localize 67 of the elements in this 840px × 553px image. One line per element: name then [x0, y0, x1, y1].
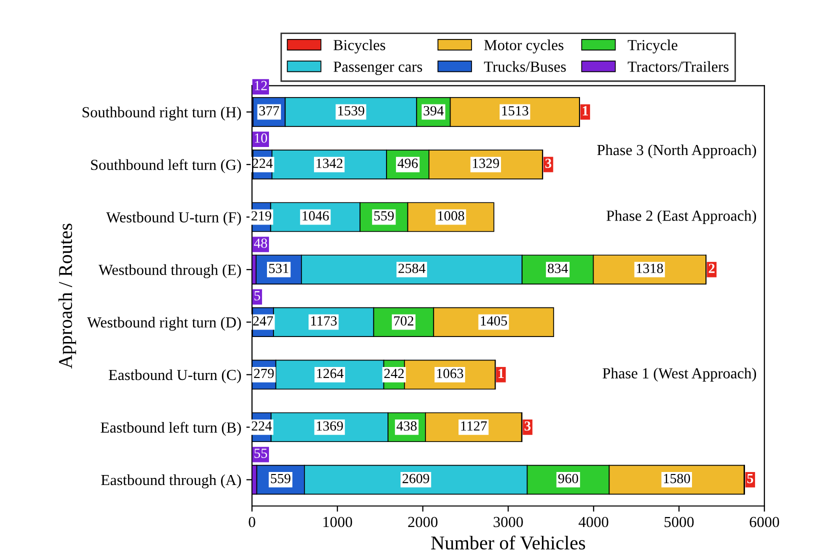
data-label: 1264 — [317, 368, 344, 378]
legend-label: Passenger cars — [334, 62, 422, 76]
data-label: 1063 — [437, 368, 464, 378]
data-label: 1539 — [338, 106, 364, 116]
data-label: 834 — [548, 264, 568, 274]
data-label: 1008 — [438, 211, 464, 221]
legend-label: Tricycle — [628, 39, 678, 54]
data-label: 960 — [558, 474, 578, 484]
legend-label: Tractors/Trailers — [628, 61, 729, 72]
data-label: 531 — [269, 264, 288, 274]
data-label: 559 — [270, 474, 290, 484]
y-tick-label: Eastbound left turn (B) — [100, 422, 241, 436]
legend-label: Motor cycles — [484, 39, 564, 54]
data-label: 2609 — [402, 474, 430, 484]
annotation: Phase 2 (East Approach) — [606, 210, 756, 224]
x-tick-label: 0 — [248, 516, 256, 528]
data-label: 1127 — [461, 421, 487, 431]
data-label: 224 — [252, 158, 273, 168]
data-label: 1329 — [473, 158, 500, 168]
data-label: 1318 — [636, 264, 663, 274]
data-label: 377 — [259, 106, 280, 116]
data-label: 1 — [582, 106, 588, 116]
y-tick-label: Westbound U-turn (F) — [106, 212, 241, 226]
data-label: 1580 — [664, 474, 690, 484]
y-tick-label: Westbound right turn (D) — [87, 316, 241, 331]
x-tick-label: 1000 — [323, 516, 352, 528]
data-label: 247 — [253, 316, 273, 326]
data-label: 2584 — [398, 264, 426, 274]
data-label: 1 — [498, 368, 504, 378]
annotation: Phase 1 (West Approach) — [602, 368, 756, 382]
annotation: Phase 3 (North Approach) — [597, 144, 756, 158]
data-label: 242 — [384, 368, 404, 378]
data-label: 1046 — [302, 211, 329, 221]
y-tick-label: Westbound through (E) — [98, 264, 241, 278]
data-label: 559 — [374, 211, 394, 221]
x-axis-title: Number of Vehicles — [431, 536, 586, 550]
y-tick-label: Southbound left turn (G) — [91, 159, 241, 174]
data-label: 438 — [396, 421, 417, 431]
data-label: 394 — [424, 106, 444, 116]
x-tick-label: 3000 — [494, 516, 523, 528]
data-label: 3 — [545, 158, 552, 168]
x-tick-label: 5000 — [664, 516, 694, 528]
data-label: 702 — [394, 316, 414, 326]
data-label: 5 — [254, 291, 260, 300]
data-label: 1513 — [502, 106, 528, 116]
data-label: 1405 — [480, 316, 507, 326]
data-label: 496 — [398, 158, 418, 168]
data-label: 12 — [254, 80, 267, 90]
data-label: 1342 — [316, 158, 342, 168]
x-tick-label: 6000 — [750, 516, 780, 528]
data-label: 55 — [254, 448, 268, 458]
x-tick-label: 2000 — [408, 516, 438, 528]
y-axis-title: Approach / Routes — [58, 224, 76, 369]
data-label: 48 — [254, 238, 268, 248]
y-tick-label: Eastbound U-turn (C) — [108, 369, 241, 384]
data-label: 279 — [254, 368, 274, 378]
data-label: 5 — [747, 474, 754, 484]
data-label: 1369 — [316, 421, 343, 431]
data-label: 3 — [524, 421, 531, 431]
y-tick-label: Southbound right turn (H) — [82, 106, 241, 121]
y-tick-label: Eastbound through (A) — [101, 474, 241, 488]
legend-label: Bicycles — [334, 39, 386, 54]
data-label: 2 — [708, 264, 715, 273]
legend-label: Trucks/Buses — [484, 61, 566, 72]
data-label: 10 — [254, 133, 268, 143]
x-tick-label: 4000 — [578, 516, 608, 528]
data-label: 1173 — [311, 316, 337, 326]
